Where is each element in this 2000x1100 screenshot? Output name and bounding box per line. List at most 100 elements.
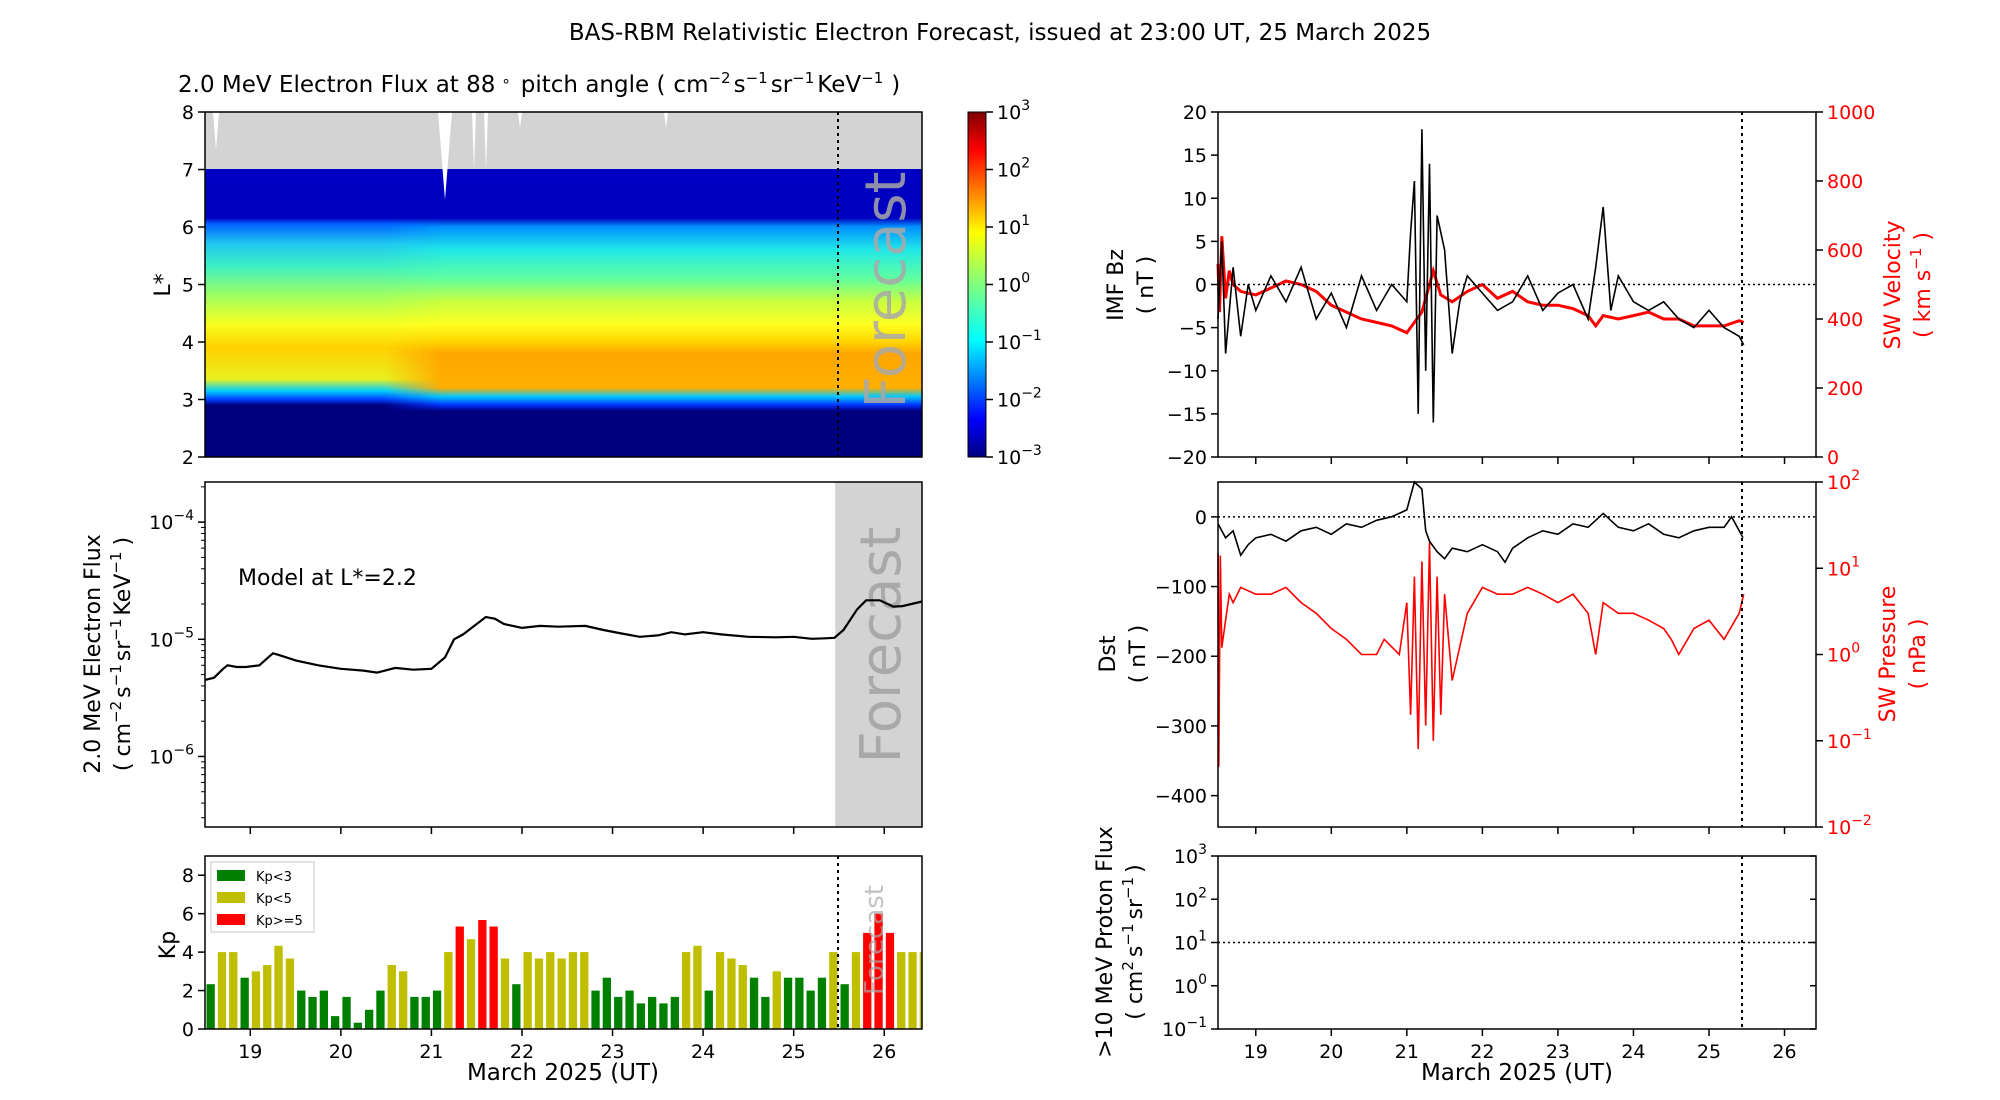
kp-bar (365, 1009, 374, 1029)
imf-y-tick-label: −20 (1167, 447, 1207, 469)
proton-frame (1217, 855, 1817, 1030)
sw-velocity-y-tick-label: 1000 (1827, 102, 1875, 124)
kp-bar (829, 952, 838, 1029)
dst-y-tick-label: −200 (1155, 646, 1207, 668)
heatmap-outer-edge (205, 169, 922, 181)
kp-bar (840, 984, 849, 1029)
kp-bar (863, 932, 872, 1029)
kp-bar (478, 920, 487, 1029)
heatmap-title: 2.0 MeV Electron Flux at 88 ∘ pitch angle … (178, 69, 900, 98)
sw-velocity-y-tick-label: 400 (1827, 309, 1863, 331)
proton-y-tick-label: 102 (1174, 885, 1207, 911)
colorbar-tick-label: 10−2 (997, 386, 1042, 412)
kp-ylabel: Kp (156, 931, 181, 959)
dst-frame (1217, 481, 1817, 828)
sw-pressure-ylabel: SW Pressure (1876, 586, 1901, 723)
proton-y-tick-label: 100 (1174, 972, 1207, 998)
kp-bar (274, 945, 283, 1029)
dst-ylabel: Dst (1096, 635, 1121, 672)
kp-x-tick-label: 26 (872, 1041, 896, 1063)
heatmap-gray-spikes (213, 112, 668, 200)
flux-line-series (204, 599, 923, 681)
colorbar (967, 111, 987, 458)
kp-x-tick-label: 22 (510, 1041, 534, 1063)
sw-pressure-y-tick-label: 102 (1827, 468, 1860, 494)
forecast-shade (835, 482, 922, 827)
kp-bar (704, 990, 713, 1029)
kp-bar (625, 990, 634, 1029)
kp-y-tick-label: 6 (182, 904, 194, 926)
kp-bar (534, 958, 544, 1029)
kp-bar (387, 965, 396, 1029)
kp-y-tick-label: 4 (182, 942, 194, 964)
kp-bar (851, 952, 861, 1029)
kp-legend-swatch-low (217, 870, 245, 881)
dst-y-tick-label: −400 (1155, 786, 1207, 808)
kp-bar (410, 996, 419, 1029)
kp-bar (455, 926, 464, 1029)
kp-bar (568, 952, 578, 1029)
kp-bar (399, 971, 408, 1029)
kp-bar (693, 945, 702, 1029)
imf-y-tick-label: −10 (1167, 361, 1207, 383)
kp-legend: Kp<3 Kp<5 Kp>=5 (210, 861, 315, 933)
kp-bar (648, 996, 657, 1029)
proton-x-tick-label: 19 (1244, 1041, 1268, 1063)
imf-sw-panel: −20 −15 −10 −5 0 5 10 15 20 0 200 400 600 800 1000 IM… (1104, 102, 1936, 469)
kp-bar (682, 952, 691, 1029)
heatmap-y-tick-label: 5 (182, 275, 194, 297)
forecast-watermark: Forecast (854, 172, 919, 409)
proton-xlabel: March 2025 (UT) (1421, 1060, 1613, 1086)
flux-line-y-tick-label: 10−4 (149, 508, 194, 534)
kp-bar (885, 932, 895, 1029)
kp-bar (432, 990, 442, 1029)
proton-x-tick-label: 23 (1546, 1041, 1570, 1063)
kp-bar (353, 1022, 362, 1029)
heatmap-gray-region (205, 112, 922, 169)
heatmap-y-tick-label: 2 (182, 447, 194, 469)
sw-pressure-ylabel-units: ( nPa ) (1906, 619, 1931, 690)
kp-bar (512, 984, 521, 1029)
dst-ylabel-units: ( nT ) (1126, 625, 1151, 684)
proton-x-tick-label: 25 (1697, 1041, 1721, 1063)
imf-y-tick-label: 5 (1195, 231, 1207, 253)
kp-bar (591, 990, 600, 1029)
kp-bar (659, 1003, 668, 1029)
kp-bar (817, 977, 827, 1029)
kp-bar (919, 952, 922, 1029)
proton-x-tick-label: 20 (1319, 1041, 1343, 1063)
sw-velocity-y-tick-label: 0 (1827, 447, 1839, 469)
kp-bar (331, 1016, 340, 1029)
dst-y-tick-label: 0 (1195, 507, 1207, 529)
kp-bar (557, 958, 566, 1029)
kp-bar (285, 958, 294, 1029)
kp-bar (376, 990, 385, 1029)
sw-velocity-series (1216, 236, 1745, 335)
sw-pressure-y-tick-label: 101 (1827, 554, 1860, 580)
kp-bar (897, 952, 906, 1029)
heatmap-y-tick-label: 8 (182, 102, 194, 124)
kp-x-tick-label: 21 (419, 1041, 443, 1063)
kp-xlabel: March 2025 (UT) (467, 1060, 659, 1086)
sw-velocity-y-tick-label: 800 (1827, 171, 1863, 193)
kp-x-tick-label: 20 (329, 1041, 353, 1063)
kp-bar (806, 990, 815, 1029)
imf-y-tick-label: −15 (1167, 404, 1207, 426)
kp-bar (738, 965, 747, 1029)
heatmap-y-tick-label: 6 (182, 217, 194, 239)
sw-velocity-ylabel: SW Velocity (1881, 220, 1906, 349)
kp-bar (795, 977, 804, 1029)
kp-bar (727, 958, 736, 1029)
flux-line-frame (204, 481, 923, 828)
kp-bar (240, 977, 249, 1029)
proton-flux-panel: 10−1 100 101 102 103 19 20 21 22 23 24 25 26 >10 Me… (1093, 826, 1817, 1086)
proton-x-tick-label: 24 (1621, 1041, 1645, 1063)
kp-legend-label-mid: Kp<5 (256, 892, 292, 907)
kp-legend-label-high: Kp>=5 (256, 914, 303, 929)
proton-x-tick-label: 22 (1470, 1041, 1494, 1063)
kp-bar (206, 984, 215, 1029)
forecast-watermark-3: Forecast (860, 885, 890, 995)
imf-y-tick-label: −5 (1179, 318, 1207, 340)
